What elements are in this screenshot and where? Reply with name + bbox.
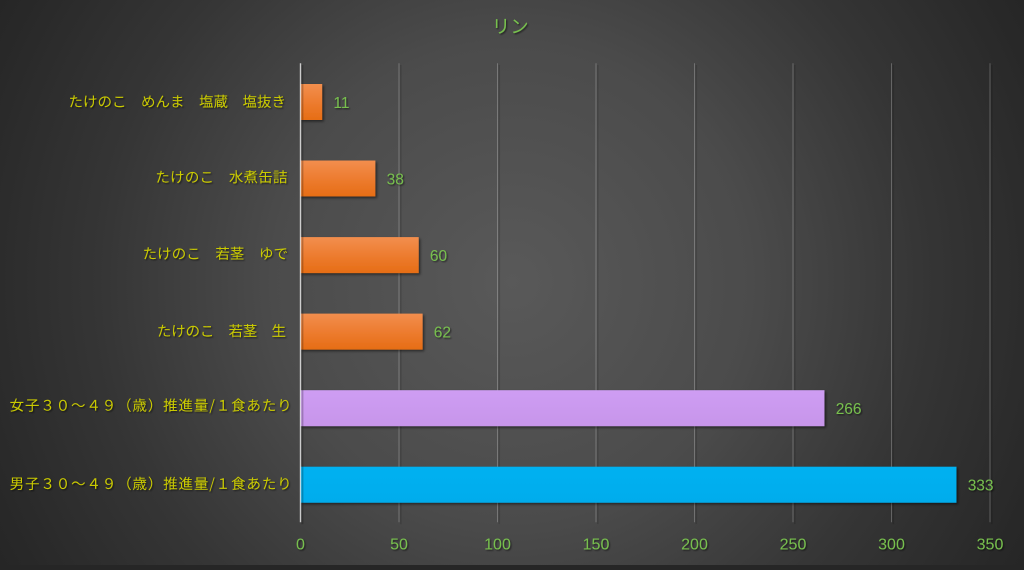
svg-text:300: 300	[878, 536, 905, 553]
svg-text:350: 350	[977, 536, 1004, 553]
svg-text:50: 50	[390, 536, 408, 553]
svg-text:250: 250	[780, 536, 807, 553]
svg-text:150: 150	[583, 536, 610, 553]
svg-text:266: 266	[836, 401, 862, 418]
svg-text:333: 333	[968, 478, 994, 495]
svg-text:0: 0	[296, 536, 305, 553]
svg-text:11: 11	[333, 95, 349, 112]
svg-text:38: 38	[387, 171, 404, 188]
svg-text:62: 62	[434, 324, 451, 341]
svg-text:100: 100	[484, 536, 511, 553]
svg-text:60: 60	[430, 248, 448, 265]
svg-text:200: 200	[681, 536, 708, 553]
